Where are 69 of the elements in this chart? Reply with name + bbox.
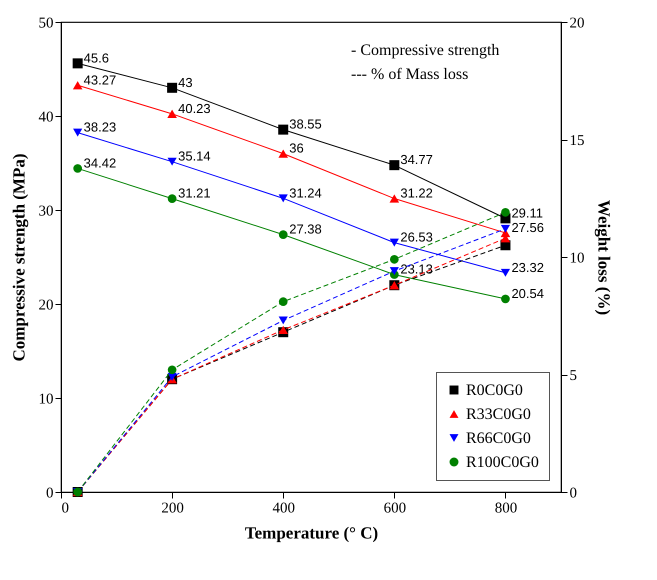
point	[278, 230, 288, 239]
annotation: --- % of Mass loss	[351, 66, 468, 83]
point	[500, 268, 510, 277]
y-axis-title: Compressive strength (MPa)	[10, 153, 28, 362]
data-label: 29.11	[511, 205, 544, 220]
legend-label: R0C0G0	[466, 382, 523, 399]
point	[278, 326, 288, 334]
data-label: 34.42	[84, 155, 116, 170]
point	[278, 316, 288, 324]
point	[390, 267, 399, 276]
legend-label: R66C0G0	[466, 430, 531, 447]
y2-tick-label: 20	[570, 16, 584, 32]
data-label: 20.54	[511, 286, 544, 301]
y-tick-label: 30	[38, 204, 54, 220]
data-label: 36	[289, 140, 304, 156]
y2-tick-label: 5	[570, 368, 577, 384]
data-label: 38.23	[84, 120, 116, 135]
point	[72, 58, 83, 68]
y-tick-label: 40	[38, 110, 54, 126]
data-label: 27.56	[511, 220, 544, 235]
annotation: - Compressive strength	[351, 42, 500, 59]
x-tick-label: 200	[161, 500, 184, 516]
data-label: 31.24	[289, 185, 322, 200]
point	[390, 255, 399, 264]
x-tick-label: 0	[62, 500, 69, 516]
data-label: 38.55	[289, 116, 322, 132]
point	[278, 149, 288, 158]
data-label: 43	[178, 74, 193, 90]
data-label: 40.23	[178, 100, 211, 116]
data-label: 23.32	[511, 260, 544, 275]
point	[168, 194, 176, 203]
legend-label: R33C0G0	[466, 406, 531, 423]
x-tick-label: 800	[494, 500, 518, 516]
point	[500, 224, 510, 233]
y2-tick-label: 10	[570, 250, 584, 266]
data-label: 43.27	[84, 72, 116, 88]
point	[389, 160, 400, 170]
y-tick-label: 10	[38, 392, 54, 408]
y2-tick-label: 0	[570, 486, 577, 502]
point	[501, 208, 510, 217]
x-tick-label: 600	[384, 500, 406, 516]
point	[278, 297, 288, 306]
point	[278, 124, 288, 135]
point	[72, 81, 82, 90]
data-label: 45.6	[84, 50, 109, 66]
point	[390, 194, 400, 203]
y2-tick-label: 15	[570, 133, 584, 149]
y-tick-label: 50	[38, 16, 54, 32]
data-label: 27.38	[289, 222, 322, 237]
point	[168, 158, 177, 166]
point	[168, 365, 176, 374]
point	[167, 110, 177, 118]
data-label: 35.14	[178, 148, 211, 164]
point	[390, 238, 399, 247]
point	[167, 82, 178, 93]
point	[73, 164, 82, 173]
y-tick-label: 20	[38, 298, 54, 314]
x-axis-title: Temperature (° C)	[244, 524, 378, 542]
point	[278, 194, 288, 202]
point	[501, 294, 510, 304]
legend-label: R100C0G0	[466, 454, 539, 471]
point	[73, 128, 82, 137]
x-tick-label: 400	[272, 500, 295, 516]
y2-axis-title: Weight loss (%)	[594, 200, 614, 316]
data-label: 31.21	[178, 186, 211, 201]
data-label: 34.77	[400, 152, 433, 168]
y-tick-label: 0	[46, 486, 54, 502]
data-label: 26.53	[400, 230, 433, 245]
data-label: 31.22	[400, 186, 433, 201]
